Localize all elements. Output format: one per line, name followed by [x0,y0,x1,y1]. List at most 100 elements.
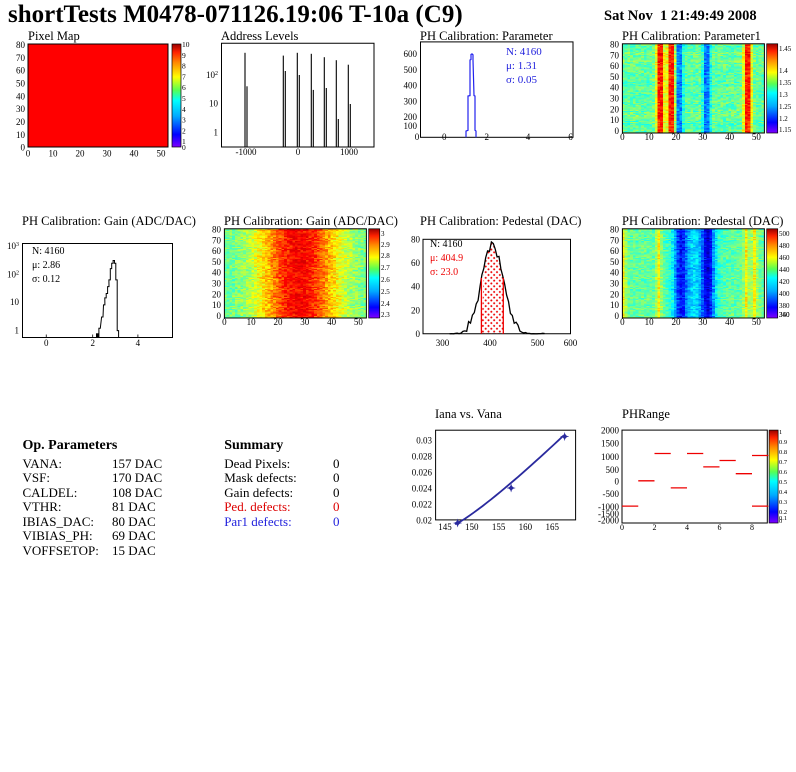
svg-text:2: 2 [182,126,186,135]
svg-text:2.8: 2.8 [381,252,390,260]
svg-text:30: 30 [212,279,222,289]
svg-text:0: 0 [26,149,31,159]
svg-text:50: 50 [610,72,620,82]
svg-text:0.024: 0.024 [412,484,433,494]
svg-text:70: 70 [212,235,222,245]
svg-text:-2000: -2000 [598,516,619,526]
svg-text:0: 0 [182,143,186,152]
svg-text:40: 40 [725,317,735,327]
svg-text:40: 40 [130,149,140,159]
svg-text:480: 480 [779,242,790,250]
svg-text:50: 50 [16,79,26,89]
svg-text:2.3: 2.3 [381,311,390,319]
svg-text:N: 4160: N: 4160 [430,239,463,250]
svg-text:80: 80 [212,225,222,235]
svg-text:0: 0 [222,317,227,327]
svg-text:10: 10 [610,300,620,310]
svg-text:4: 4 [136,338,141,348]
svg-text:0: 0 [217,311,222,321]
svg-text:50: 50 [212,257,222,267]
svg-text:50: 50 [610,257,620,267]
svg-text:500: 500 [531,338,545,348]
svg-text:20: 20 [672,317,682,327]
svg-text:1.3: 1.3 [779,91,788,99]
svg-text:10: 10 [16,130,26,140]
svg-text:0: 0 [620,317,625,327]
svg-text:8: 8 [182,62,186,71]
svg-text:μ: 2.86: μ: 2.86 [32,260,60,271]
svg-text:σ: 23.0: σ: 23.0 [430,267,458,278]
svg-text:-500: -500 [603,489,620,499]
svg-text:20: 20 [274,317,284,327]
svg-text:4: 4 [526,132,531,142]
svg-text:420: 420 [779,278,790,286]
svg-text:1.4: 1.4 [779,67,788,75]
svg-text:10: 10 [10,297,20,307]
svg-text:7: 7 [182,72,186,81]
svg-text:50: 50 [752,132,762,142]
svg-text:10: 10 [645,132,655,142]
svg-text:2.7: 2.7 [381,264,390,272]
svg-text:400: 400 [779,290,790,298]
svg-text:1500: 1500 [601,439,620,449]
svg-text:6: 6 [718,523,722,532]
svg-text:600: 600 [404,49,418,59]
svg-text:1.25: 1.25 [779,103,792,111]
svg-text:80: 80 [610,225,620,235]
svg-text:20: 20 [16,117,26,127]
svg-text:1.45: 1.45 [779,45,792,53]
svg-text:0.026: 0.026 [412,468,433,478]
svg-text:0: 0 [415,132,420,142]
svg-text:60: 60 [610,61,620,71]
svg-text:1.15: 1.15 [779,126,792,134]
svg-text:400: 400 [404,81,418,91]
svg-text:50: 50 [157,149,167,159]
svg-text:160: 160 [519,522,533,532]
svg-text:380: 380 [779,302,790,310]
svg-text:6: 6 [568,132,573,142]
svg-text:440: 440 [779,266,790,274]
svg-text:40: 40 [411,282,421,292]
svg-text:1000: 1000 [340,147,359,157]
svg-text:165: 165 [545,522,559,532]
svg-text:0: 0 [620,132,625,142]
svg-text:1: 1 [779,429,782,436]
svg-text:0: 0 [416,329,421,339]
svg-text:N: 4160: N: 4160 [506,46,542,58]
svg-text:20: 20 [672,132,682,142]
svg-text:340: 340 [779,311,790,319]
svg-text:10: 10 [610,115,620,125]
svg-text:10: 10 [247,317,257,327]
svg-text:150: 150 [465,522,479,532]
svg-text:40: 40 [725,132,735,142]
svg-text:103: 103 [7,241,19,251]
svg-text:30: 30 [610,94,620,104]
svg-text:300: 300 [436,338,450,348]
svg-text:102: 102 [7,270,19,280]
svg-text:10: 10 [49,149,59,159]
svg-text:8: 8 [750,523,754,532]
svg-text:✦: ✦ [507,483,516,495]
svg-text:1.2: 1.2 [779,115,788,123]
svg-text:✦: ✦ [560,432,569,444]
svg-text:500: 500 [779,230,790,238]
svg-text:N: 4160: N: 4160 [32,246,65,257]
svg-text:60: 60 [212,246,222,256]
svg-text:70: 70 [610,50,620,60]
svg-text:μ: 1.31: μ: 1.31 [506,60,537,72]
svg-text:0.5: 0.5 [779,479,787,486]
svg-text:2.6: 2.6 [381,276,390,284]
svg-text:4: 4 [685,523,689,532]
svg-text:40: 40 [327,317,337,327]
svg-text:145: 145 [438,522,452,532]
svg-text:70: 70 [610,235,620,245]
svg-text:0: 0 [44,338,49,348]
svg-text:0.3: 0.3 [779,499,787,506]
svg-text:0.022: 0.022 [412,500,432,510]
svg-text:102: 102 [206,70,218,80]
svg-text:10: 10 [212,300,222,310]
svg-text:σ: 0.12: σ: 0.12 [32,274,60,285]
svg-text:0: 0 [21,143,26,153]
svg-text:0.9: 0.9 [779,439,787,446]
svg-text:30: 30 [698,132,708,142]
